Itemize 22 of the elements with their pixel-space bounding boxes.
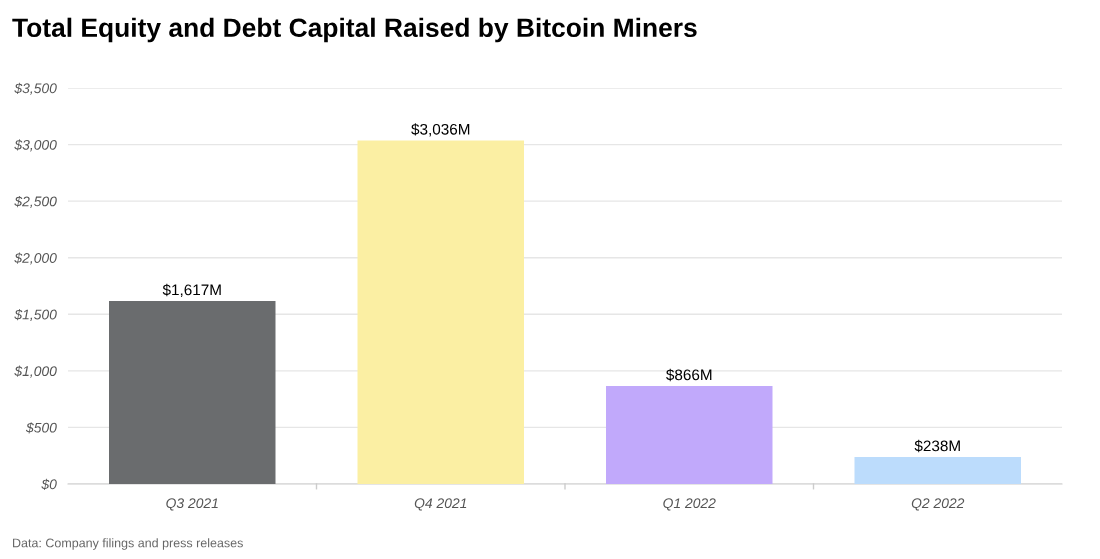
x-tick-label: Q4 2021 — [414, 498, 467, 511]
x-tick-label: Q3 2021 — [166, 498, 218, 511]
y-tick-label: $1,000 — [14, 365, 57, 378]
y-tick-label: $2,500 — [14, 195, 57, 208]
y-tick-label: $1,500 — [14, 309, 57, 322]
x-tick-label: Q2 2022 — [911, 498, 965, 511]
y-tick-label: $2,000 — [14, 252, 57, 265]
data-label: $1,617M — [162, 283, 221, 298]
bar — [606, 386, 773, 484]
data-label: $238M — [914, 439, 960, 453]
text: Data: Company filings and press releases — [13, 538, 243, 550]
y-tick-label: $0 — [41, 478, 57, 490]
bar — [854, 457, 1021, 484]
x-tick-label: Q1 2022 — [663, 498, 716, 511]
bar — [357, 140, 524, 484]
chart-title: Total Equity and Debt Capital Raised by Bitcoin Miners — [12, 17, 697, 43]
bar — [109, 301, 276, 484]
data-label: $866M — [666, 368, 712, 382]
y-tick-label: $3,000 — [14, 139, 57, 152]
y-tick-label: $500 — [25, 422, 57, 434]
data-label: $3,036M — [411, 123, 470, 137]
y-tick-label: $3,500 — [14, 82, 57, 95]
